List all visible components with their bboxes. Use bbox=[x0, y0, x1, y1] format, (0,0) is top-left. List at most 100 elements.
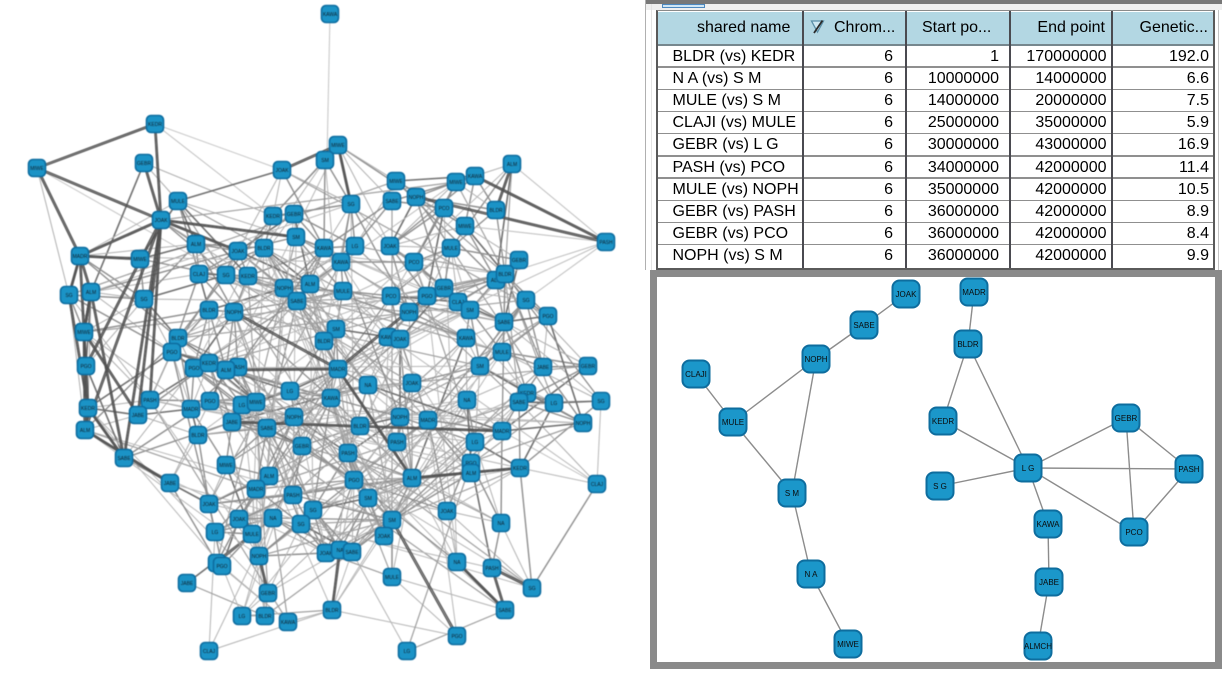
svg-text:PASH: PASH bbox=[231, 365, 245, 371]
svg-text:LG: LG bbox=[472, 440, 479, 446]
svg-text:BLDR: BLDR bbox=[325, 608, 339, 614]
svg-text:BLDR: BLDR bbox=[202, 308, 216, 314]
svg-text:BLDR: BLDR bbox=[191, 433, 205, 439]
svg-text:MIWE: MIWE bbox=[837, 640, 859, 649]
svg-text:ALM: ALM bbox=[491, 278, 501, 284]
svg-text:KAWA: KAWA bbox=[317, 246, 332, 252]
svg-text:PGO: PGO bbox=[216, 564, 227, 570]
svg-text:JOAK: JOAK bbox=[202, 502, 216, 508]
svg-text:PGO: PGO bbox=[204, 399, 215, 405]
svg-text:JOAK: JOAK bbox=[896, 290, 918, 299]
svg-text:ALM: ALM bbox=[305, 282, 315, 288]
svg-text:PASH: PASH bbox=[143, 398, 157, 404]
svg-text:SABE: SABE bbox=[260, 426, 274, 432]
svg-text:MADR: MADR bbox=[73, 254, 88, 260]
svg-text:PASH: PASH bbox=[599, 240, 613, 246]
svg-text:SG: SG bbox=[528, 586, 535, 592]
svg-text:JABE: JABE bbox=[537, 365, 550, 371]
svg-text:JABE: JABE bbox=[1039, 578, 1059, 587]
svg-text:JABE: JABE bbox=[226, 420, 239, 426]
svg-text:KAWA: KAWA bbox=[334, 260, 349, 266]
svg-text:MULE: MULE bbox=[444, 246, 459, 252]
svg-text:GEBR: GEBR bbox=[1115, 414, 1138, 423]
svg-text:JABE: JABE bbox=[132, 413, 145, 419]
svg-text:KEDR: KEDR bbox=[241, 274, 255, 280]
svg-text:KEDR: KEDR bbox=[202, 361, 216, 367]
svg-text:NOPH: NOPH bbox=[287, 415, 302, 421]
svg-text:NOPH: NOPH bbox=[804, 355, 827, 364]
svg-text:NOPH: NOPH bbox=[393, 415, 408, 421]
svg-text:JOAK: JOAK bbox=[154, 218, 168, 224]
svg-text:PGO: PGO bbox=[188, 366, 199, 372]
svg-text:KEDR: KEDR bbox=[520, 391, 534, 397]
svg-text:BLDR: BLDR bbox=[317, 339, 331, 345]
svg-text:MADR: MADR bbox=[249, 487, 264, 493]
svg-text:MADR: MADR bbox=[962, 288, 986, 297]
svg-text:SM: SM bbox=[292, 235, 300, 241]
svg-text:JOAK: JOAK bbox=[319, 551, 333, 557]
svg-text:MIWE: MIWE bbox=[389, 179, 403, 185]
svg-text:PGO: PGO bbox=[80, 364, 91, 370]
svg-text:KEDR: KEDR bbox=[266, 214, 280, 220]
svg-text:LG: LG bbox=[352, 244, 359, 250]
svg-text:MIWE: MIWE bbox=[458, 224, 472, 230]
svg-text:KAWA: KAWA bbox=[281, 620, 296, 626]
svg-text:KEDR: KEDR bbox=[932, 417, 954, 426]
svg-text:NA: NA bbox=[270, 516, 278, 522]
svg-text:LG: LG bbox=[239, 403, 246, 409]
svg-text:JOAK: JOAK bbox=[440, 509, 454, 515]
svg-text:JABE: JABE bbox=[181, 581, 194, 587]
svg-text:ALM: ALM bbox=[264, 474, 274, 480]
svg-text:SM: SM bbox=[466, 308, 474, 314]
svg-text:ALM: ALM bbox=[507, 162, 517, 168]
svg-text:LG: LG bbox=[287, 389, 294, 395]
svg-text:N A: N A bbox=[805, 570, 819, 579]
svg-text:NOPH: NOPH bbox=[409, 195, 424, 201]
svg-text:PCO: PCO bbox=[1125, 528, 1142, 537]
svg-text:JOAK: JOAK bbox=[383, 244, 397, 250]
svg-text:SG: SG bbox=[140, 297, 147, 303]
svg-text:PGO: PGO bbox=[542, 314, 553, 320]
svg-text:GEBR: GEBR bbox=[287, 212, 302, 218]
svg-text:ALM: ALM bbox=[221, 368, 231, 374]
svg-text:MULE: MULE bbox=[385, 575, 400, 581]
svg-text:JOAK: JOAK bbox=[275, 168, 289, 174]
svg-text:PCO: PCO bbox=[386, 294, 397, 300]
svg-text:NOPH: NOPH bbox=[252, 554, 267, 560]
svg-text:JOAK: JOAK bbox=[377, 534, 391, 540]
svg-text:JOAK: JOAK bbox=[231, 249, 245, 255]
svg-text:MADR: MADR bbox=[331, 367, 346, 373]
svg-text:BLDR: BLDR bbox=[258, 614, 272, 620]
svg-text:KEDR: KEDR bbox=[148, 122, 162, 128]
svg-text:KEDR: KEDR bbox=[81, 406, 95, 412]
svg-text:SG: SG bbox=[297, 522, 304, 528]
svg-text:KAWA: KAWA bbox=[381, 335, 396, 341]
svg-text:S M: S M bbox=[785, 489, 800, 498]
svg-text:NOPH: NOPH bbox=[576, 421, 591, 427]
svg-text:NA: NA bbox=[464, 398, 472, 404]
svg-text:SM: SM bbox=[364, 496, 372, 502]
svg-text:PASH: PASH bbox=[286, 493, 300, 499]
svg-text:CLAJ: CLAJ bbox=[591, 482, 604, 488]
svg-text:CLAJ: CLAJ bbox=[193, 272, 206, 278]
svg-text:MIWE: MIWE bbox=[133, 257, 147, 263]
svg-text:KAWA: KAWA bbox=[323, 12, 338, 18]
svg-text:GEBR: GEBR bbox=[581, 364, 596, 370]
svg-text:KAWA: KAWA bbox=[1037, 520, 1061, 529]
svg-text:GEBR: GEBR bbox=[295, 444, 310, 450]
svg-text:SABE: SABE bbox=[512, 400, 526, 406]
svg-text:MULE: MULE bbox=[495, 350, 510, 356]
svg-text:SM: SM bbox=[332, 327, 340, 333]
svg-text:MADR: MADR bbox=[184, 407, 199, 413]
svg-text:ALM: ALM bbox=[86, 290, 96, 296]
svg-text:SM: SM bbox=[321, 158, 329, 164]
svg-text:NOPH: NOPH bbox=[277, 286, 292, 292]
svg-text:MULE: MULE bbox=[336, 289, 351, 295]
svg-text:SG: SG bbox=[597, 399, 604, 405]
svg-text:BLDR: BLDR bbox=[171, 336, 185, 342]
svg-text:MIWE: MIWE bbox=[30, 166, 44, 172]
svg-text:MIWE: MIWE bbox=[219, 463, 233, 469]
svg-text:ALM: ALM bbox=[466, 471, 476, 477]
svg-text:SG: SG bbox=[222, 273, 229, 279]
svg-text:MIWE: MIWE bbox=[249, 400, 263, 406]
